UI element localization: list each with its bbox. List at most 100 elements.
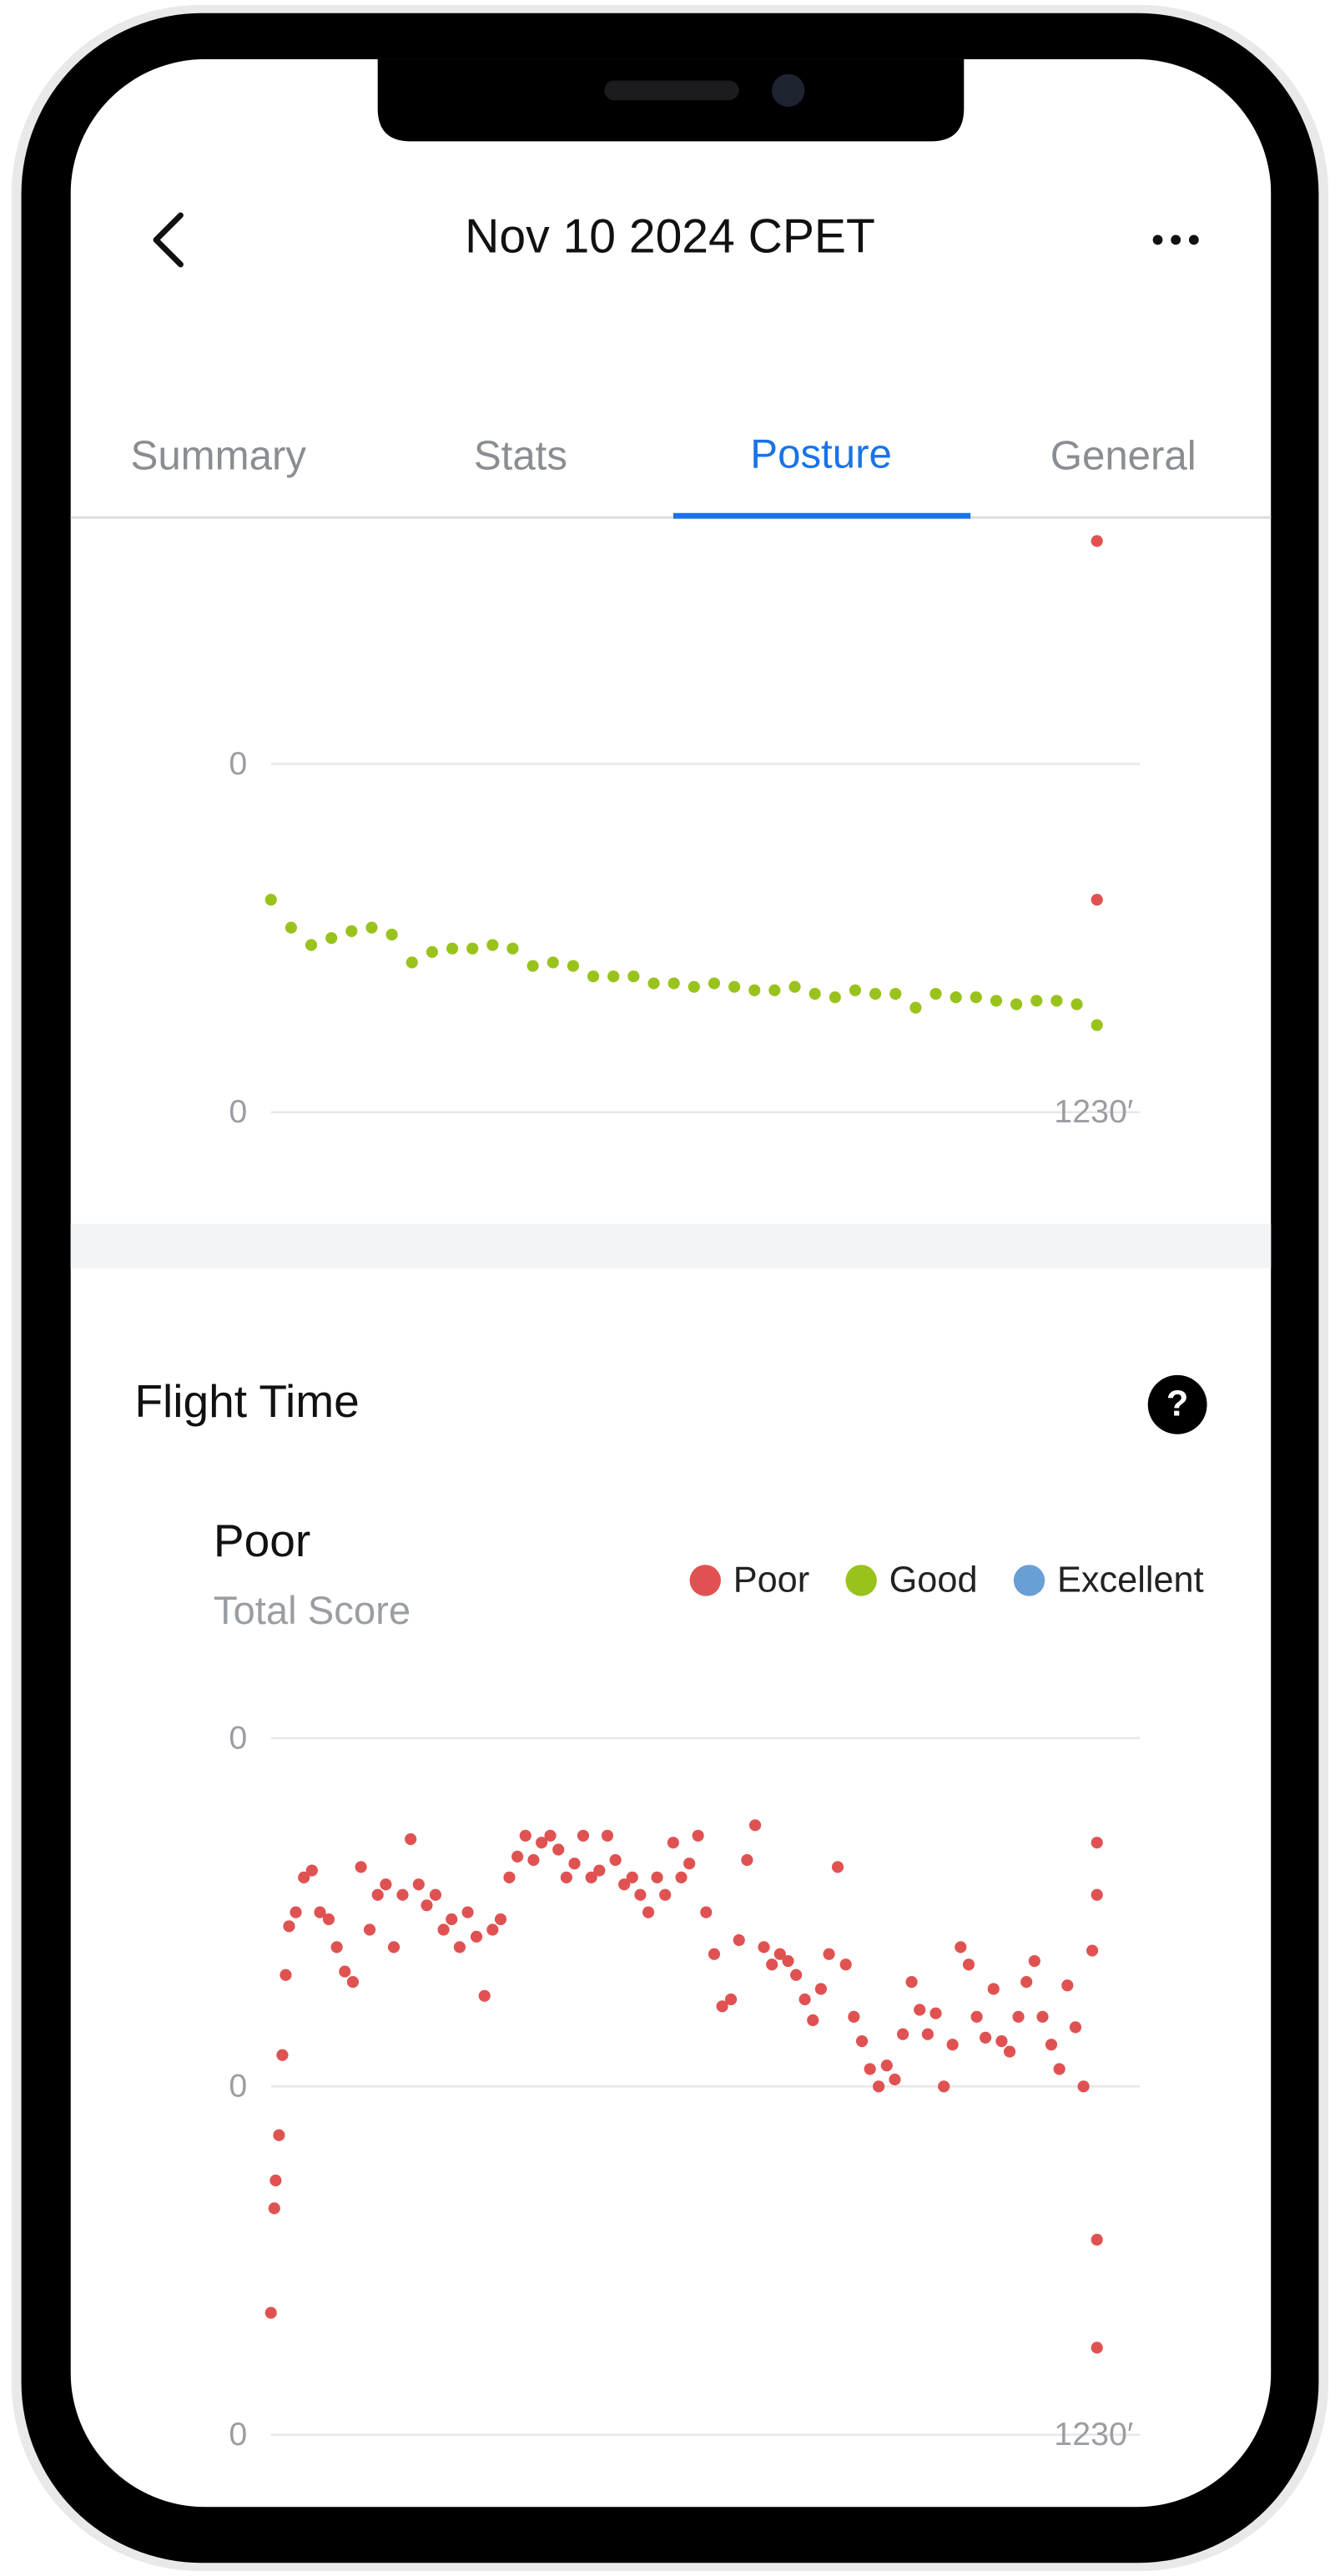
data-point (651, 1871, 663, 1883)
x-tick-label: 1230′ (1054, 1093, 1133, 1130)
data-point (708, 977, 721, 990)
data-point (728, 980, 741, 993)
data-point (748, 1819, 762, 1832)
data-point (807, 2014, 819, 2027)
score-label: Total Score (214, 1589, 411, 1633)
y-tick-label: 0 (229, 1719, 247, 1756)
data-point (700, 1906, 713, 1918)
data-point (809, 987, 821, 1001)
data-point (692, 1829, 704, 1842)
data-point (446, 1913, 458, 1926)
data-point (486, 1923, 499, 1936)
data-point (607, 970, 620, 983)
data-point (946, 2039, 959, 2051)
data-point (552, 1843, 565, 1856)
data-point (1010, 998, 1023, 1011)
data-point (724, 1993, 738, 2006)
y-tick-label: 0 (229, 1093, 247, 1130)
back-button[interactable] (153, 212, 184, 268)
data-point (1091, 894, 1103, 906)
data-point (406, 956, 418, 969)
data-point (412, 1878, 425, 1891)
data-point (1061, 1979, 1074, 1992)
data-point (1020, 1976, 1033, 1989)
data-point (494, 1913, 507, 1926)
data-point (609, 1853, 622, 1867)
data-point (1086, 1944, 1099, 1957)
data-point (733, 1933, 745, 1947)
data-point (1091, 1837, 1103, 1849)
data-point (283, 1920, 295, 1933)
data-point (798, 1993, 811, 2006)
data-point (290, 1906, 302, 1918)
tab[interactable]: General (1050, 432, 1196, 478)
data-point (1091, 1019, 1103, 1031)
data-point (1091, 2233, 1103, 2246)
data-point (688, 980, 700, 993)
data-point (855, 2034, 869, 2048)
data-point (421, 1899, 433, 1912)
data-point (526, 960, 539, 972)
tab[interactable]: Stats (474, 432, 567, 478)
data-point (897, 2028, 909, 2040)
data-point (955, 1941, 967, 1953)
data-point (970, 2010, 983, 2023)
data-point (970, 991, 982, 1004)
data-point (758, 1941, 770, 1953)
x-tick-label: 1230′ (1054, 2416, 1133, 2452)
data-point (587, 970, 600, 983)
data-point (276, 2049, 289, 2061)
data-point (889, 987, 902, 1001)
data-point (823, 1948, 835, 1960)
data-point (568, 1858, 581, 1870)
data-point (864, 2063, 876, 2075)
data-point (1036, 2010, 1049, 2023)
data-point (486, 939, 499, 951)
data-point (544, 1829, 557, 1842)
data-point (829, 991, 841, 1004)
data-point (929, 2007, 942, 2019)
data-point (950, 991, 962, 1004)
data-point (814, 1983, 828, 1995)
tab[interactable]: Summary (131, 432, 307, 478)
speaker (604, 80, 739, 101)
data-point (346, 1976, 360, 1989)
data-point (536, 1837, 548, 1849)
data-point (601, 1829, 614, 1842)
data-point (478, 1989, 491, 2002)
data-point (426, 945, 438, 958)
data-point (280, 1969, 292, 1981)
data-point (1077, 2080, 1090, 2093)
data-point (773, 1948, 786, 1960)
data-point (503, 1871, 516, 1883)
data-point (470, 1930, 483, 1943)
data-point (1012, 2010, 1025, 2023)
data-point (396, 1888, 409, 1901)
data-point (980, 2031, 992, 2044)
screen (70, 58, 1272, 2508)
y-tick-label: 0 (229, 2416, 247, 2452)
more-button[interactable] (1152, 234, 1199, 245)
data-point (270, 2174, 282, 2187)
data-point (667, 977, 680, 990)
data-point (273, 2129, 285, 2141)
data-point (511, 1850, 524, 1863)
data-point (1028, 1954, 1040, 1968)
data-point (790, 1969, 803, 1981)
tab-active[interactable]: Posture (750, 431, 892, 476)
data-point (683, 1858, 696, 1870)
data-point (437, 1923, 450, 1936)
data-point (264, 894, 277, 906)
data-point (560, 1871, 572, 1883)
data-point (305, 939, 318, 951)
score-value: Poor (214, 1515, 310, 1566)
data-point (873, 2080, 885, 2093)
y-tick-label: 0 (229, 745, 247, 782)
data-point (264, 2306, 277, 2319)
data-point (466, 942, 479, 955)
data-point (268, 2202, 280, 2215)
data-point (962, 1958, 975, 1971)
help-button[interactable] (1147, 1374, 1207, 1434)
legend-swatch (1013, 1565, 1045, 1596)
